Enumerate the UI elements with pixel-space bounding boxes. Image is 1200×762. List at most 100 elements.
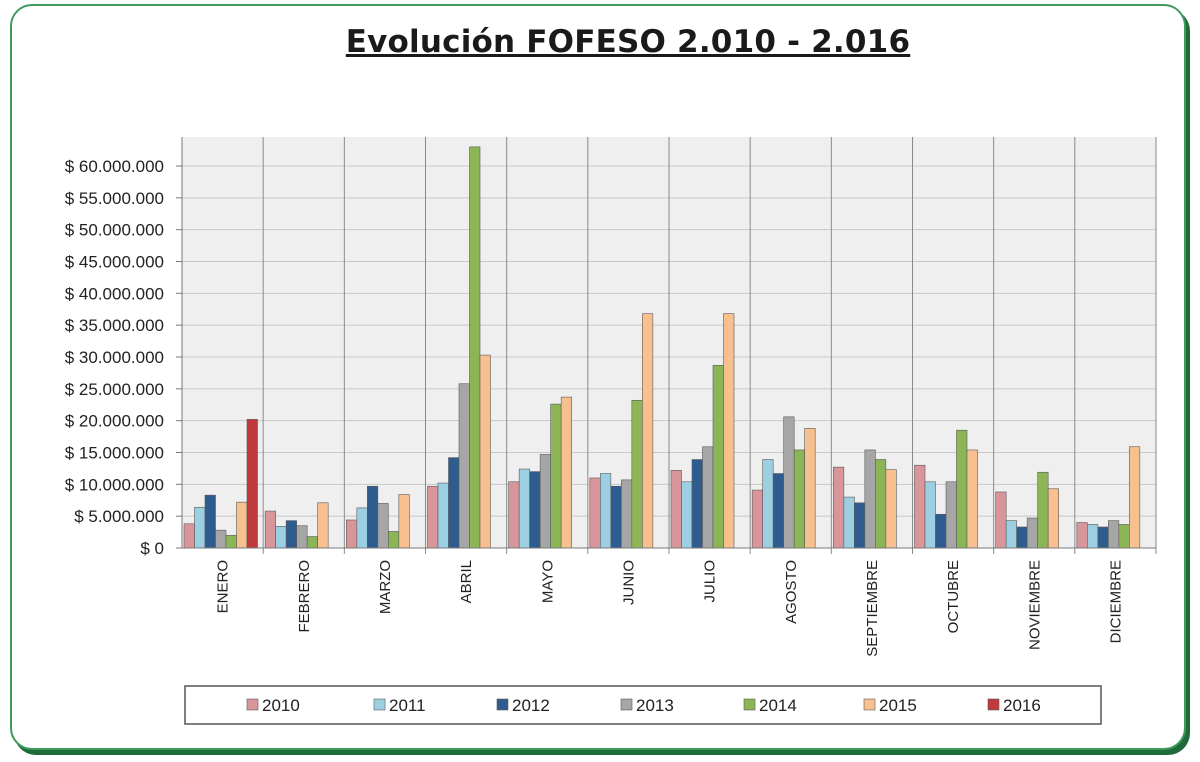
- y-tick-label: $ 60.000.000: [65, 157, 164, 176]
- legend-label-2016: 2016: [1003, 696, 1041, 715]
- bar-2013-octubre: [945, 481, 957, 549]
- legend-swatch-2011: [373, 698, 386, 711]
- bar-2012-enero: [204, 494, 216, 549]
- bar-2011-abril: [437, 482, 449, 549]
- bar-2015-junio: [642, 313, 654, 549]
- x-tick-label: SEPTIEMBRE: [864, 560, 881, 657]
- bar-2012-septiembre: [854, 502, 866, 549]
- y-tick-label: $ 55.000.000: [65, 189, 164, 208]
- bar-2010-mayo: [508, 481, 520, 549]
- bar-2010-diciembre: [1076, 522, 1088, 549]
- bar-2010-septiembre: [833, 466, 845, 549]
- x-tick-label: JULIO: [702, 560, 719, 603]
- bar-2014-abril: [469, 146, 481, 549]
- x-tick-label: OCTUBRE: [945, 560, 962, 633]
- bar-2014-septiembre: [875, 459, 887, 549]
- bar-2015-febrero: [317, 502, 329, 549]
- x-tick-label: DICIEMBRE: [1107, 560, 1124, 643]
- y-tick-label: $ 45.000.000: [65, 253, 164, 272]
- y-tick-label: $ 25.000.000: [65, 380, 164, 399]
- bar-2010-marzo: [346, 519, 358, 549]
- bar-2014-mayo: [550, 403, 562, 549]
- bar-2014-enero: [225, 534, 237, 549]
- bar-2010-junio: [589, 477, 601, 549]
- legend-label-2010: 2010: [262, 696, 300, 715]
- bar-2013-febrero: [296, 525, 308, 549]
- legend-box: [184, 685, 1102, 725]
- bar-2011-julio: [681, 481, 693, 549]
- legend-label-2013: 2013: [636, 696, 674, 715]
- y-tick-label: $ 30.000.000: [65, 348, 164, 367]
- bar-2012-agosto: [772, 473, 784, 549]
- legend-swatch-2015: [863, 698, 876, 711]
- bar-2014-julio: [712, 364, 724, 549]
- legend-swatch-2010: [246, 698, 259, 711]
- y-tick-label: $ 35.000.000: [65, 316, 164, 335]
- bar-2013-enero: [215, 529, 227, 549]
- x-tick-label: MAYO: [539, 560, 556, 603]
- x-tick-label: MARZO: [377, 560, 394, 614]
- bar-2012-mayo: [529, 471, 541, 549]
- bar-2015-noviembre: [1047, 488, 1059, 549]
- bar-2012-abril: [448, 457, 460, 549]
- bar-2013-julio: [702, 446, 714, 549]
- bar-2015-marzo: [398, 494, 410, 549]
- legend-label-2012: 2012: [512, 696, 550, 715]
- bar-2011-marzo: [356, 507, 368, 549]
- bar-2011-agosto: [762, 459, 774, 549]
- x-tick-label: ENERO: [215, 560, 232, 613]
- bar-2011-septiembre: [843, 496, 855, 549]
- bar-2012-marzo: [367, 485, 379, 549]
- bar-2013-marzo: [377, 503, 389, 549]
- bar-2011-noviembre: [1005, 520, 1017, 549]
- legend-swatch-2014: [743, 698, 756, 711]
- bar-2015-septiembre: [885, 469, 897, 549]
- bar-2015-enero: [236, 501, 248, 549]
- bar-2015-mayo: [560, 396, 572, 549]
- bar-2012-octubre: [935, 513, 947, 549]
- bar-2013-septiembre: [864, 449, 876, 549]
- y-tick-label: $ 10.000.000: [65, 475, 164, 494]
- bar-2011-octubre: [924, 481, 936, 549]
- x-tick-label: ABRIL: [458, 560, 475, 603]
- bar-2015-julio: [723, 313, 735, 549]
- bar-2014-noviembre: [1037, 471, 1049, 549]
- bar-2013-diciembre: [1108, 520, 1120, 549]
- y-tick-label: $ 50.000.000: [65, 221, 164, 240]
- bar-2012-diciembre: [1097, 526, 1109, 549]
- bar-2010-agosto: [751, 489, 763, 549]
- legend-label-2011: 2011: [389, 696, 426, 715]
- bar-2014-diciembre: [1118, 524, 1130, 549]
- bar-2013-noviembre: [1026, 517, 1038, 549]
- x-tick-label: AGOSTO: [783, 560, 800, 624]
- bar-2013-agosto: [783, 416, 795, 549]
- y-tick-label: $ 15.000.000: [65, 444, 164, 463]
- bar-2011-mayo: [518, 468, 530, 549]
- bar-2014-octubre: [956, 429, 968, 549]
- bar-2010-abril: [427, 485, 439, 549]
- bar-2013-junio: [621, 479, 633, 549]
- bar-2012-julio: [691, 459, 703, 549]
- bar-2013-mayo: [539, 454, 551, 549]
- bar-2015-abril: [479, 354, 491, 549]
- bar-2015-octubre: [966, 449, 978, 549]
- bar-2012-febrero: [285, 520, 297, 549]
- bar-2010-febrero: [264, 510, 276, 549]
- bar-2016-enero: [246, 419, 258, 549]
- y-tick-label: $ 5.000.000: [74, 507, 164, 526]
- bar-2010-noviembre: [995, 491, 1007, 549]
- x-tick-label: JUNIO: [620, 560, 637, 605]
- y-tick-label: $ 40.000.000: [65, 284, 164, 303]
- x-tick-label: NOVIEMBRE: [1026, 560, 1043, 650]
- chart-title: Evolución FOFESO 2.010 - 2.016: [345, 24, 911, 60]
- bar-2011-diciembre: [1087, 524, 1099, 549]
- legend-label-2015: 2015: [879, 696, 917, 715]
- bar-2012-junio: [610, 485, 622, 549]
- bar-2014-junio: [631, 399, 643, 549]
- y-tick-label: $ 20.000.000: [65, 412, 164, 431]
- y-tick-label: $ 0: [140, 539, 164, 558]
- legend-swatch-2012: [496, 698, 509, 711]
- bar-2013-abril: [458, 383, 470, 549]
- bar-2010-julio: [670, 470, 682, 549]
